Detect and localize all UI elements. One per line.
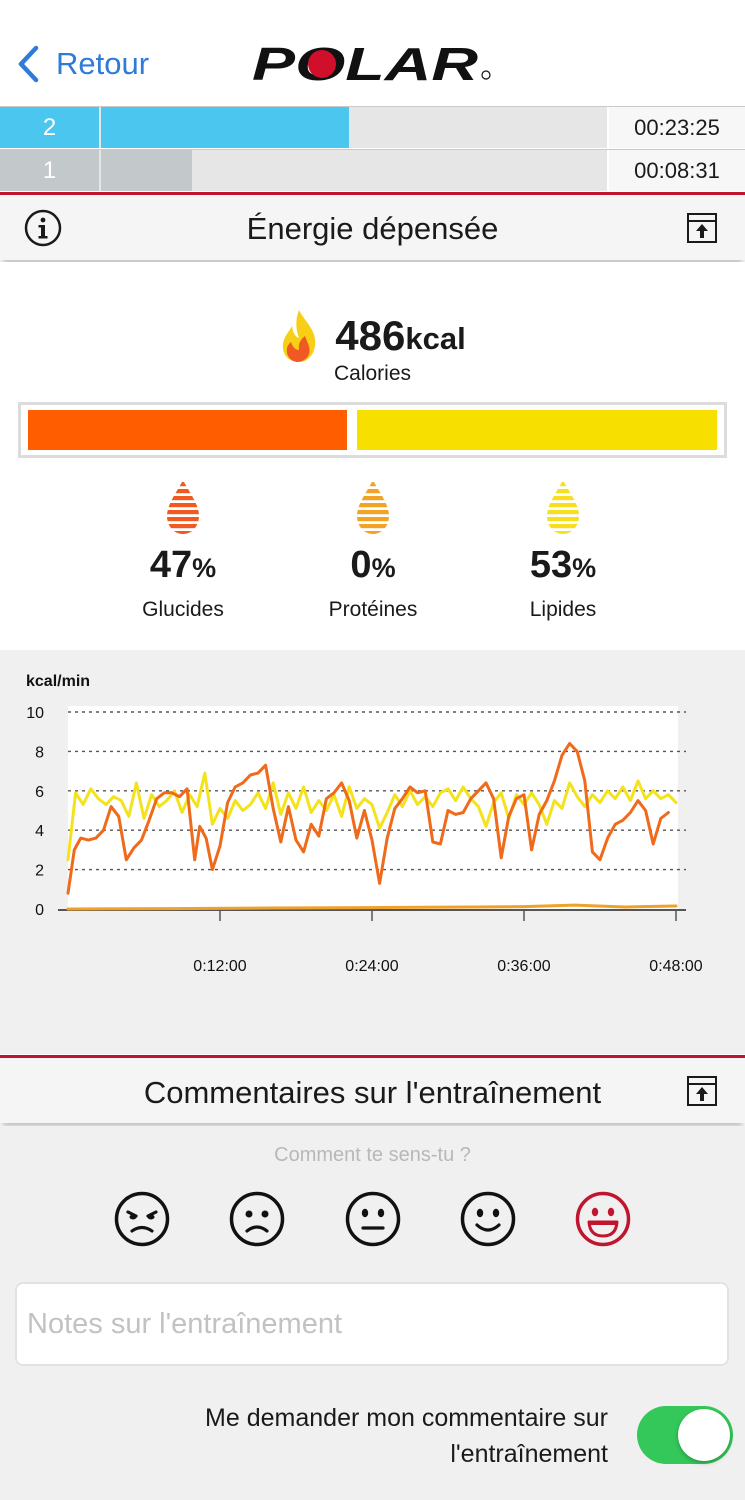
zone-row-2: 2 00:23:25 xyxy=(0,106,745,148)
macro-protein: 0% Protéines xyxy=(278,478,468,622)
chart-xtick-label: 0:12:00 xyxy=(193,958,246,975)
energy-ratio-bar xyxy=(18,402,727,458)
mood-bad-icon[interactable] xyxy=(228,1190,286,1248)
info-icon[interactable] xyxy=(24,209,62,247)
macro-carbs: 47% Glucides xyxy=(88,478,278,622)
percent-unit: % xyxy=(192,553,217,583)
chart-ytick-label: 10 xyxy=(26,705,44,722)
zone-bar xyxy=(101,150,193,191)
mood-good-icon[interactable] xyxy=(459,1190,517,1248)
energy-title: Énergie dépensée xyxy=(246,211,499,246)
chart-series-line-0 xyxy=(66,771,678,862)
percent-unit: % xyxy=(371,553,396,583)
chart-ytick-label: 6 xyxy=(35,784,44,801)
training-notes-input[interactable] xyxy=(15,1282,729,1366)
chart-series-line-2 xyxy=(66,903,678,911)
chart-ytick-label: 0 xyxy=(35,902,44,919)
toggle-knob xyxy=(678,1409,730,1461)
calories-value: 486 xyxy=(335,312,406,359)
carbs-percent: 47 xyxy=(149,544,193,586)
fat-percent: 53 xyxy=(529,544,573,586)
svg-text:POLAR: POLAR xyxy=(252,40,478,88)
ask-feedback-toggle[interactable] xyxy=(637,1406,733,1464)
carbs-drop-icon xyxy=(167,482,199,534)
protein-label: Protéines xyxy=(328,598,418,621)
calories-label: Calories xyxy=(333,362,412,385)
calories-total: 486 kcal xyxy=(0,306,745,366)
chart-xtick-label: 0:48:00 xyxy=(649,958,702,975)
mood-very-bad-icon[interactable] xyxy=(113,1190,171,1248)
percent-unit: % xyxy=(572,553,597,583)
zone-time: 00:08:31 xyxy=(609,150,745,191)
polar-logo: POLAR xyxy=(252,40,491,88)
fat-ratio-bar xyxy=(357,410,717,450)
fat-drop-icon xyxy=(547,482,579,534)
calories-unit: kcal xyxy=(405,321,466,356)
feeling-question: Comment te sens-tu ? xyxy=(274,1144,471,1166)
feedback-header: Commentaires sur l'entraînement xyxy=(0,1055,745,1123)
zone-bar xyxy=(101,107,349,148)
export-icon[interactable] xyxy=(686,1075,718,1107)
chart-series-line-1 xyxy=(66,742,670,895)
chart-ytick-label: 2 xyxy=(35,863,44,880)
export-icon[interactable] xyxy=(686,212,718,244)
ask-feedback-label: Me demander mon commentaire sur l'entraî… xyxy=(205,1404,608,1468)
feedback-panel: Comment te sens-tu ? Me demander mon com… xyxy=(0,1126,745,1500)
chart-ylabel: kcal/min xyxy=(26,673,90,690)
back-label: Retour xyxy=(56,46,150,81)
mood-neutral-icon[interactable] xyxy=(344,1190,402,1248)
flame-icon xyxy=(283,310,316,362)
zone-number: 2 xyxy=(0,107,99,148)
zone-row-1: 1 00:08:31 xyxy=(0,149,745,191)
energy-header: Énergie dépensée xyxy=(0,192,745,260)
energy-chart: kcal/min 0 2 4 6 8 10 0:12:00 0:24:00 0:36:00 0:48… xyxy=(0,650,745,1054)
nav-bar: Retour POLAR xyxy=(0,0,745,106)
chart-xtick-label: 0:36:00 xyxy=(497,958,550,975)
energy-line-chart: kcal/min 0 2 4 6 8 10 0:12:00 0:24:00 0:36:00 0:48… xyxy=(26,673,703,975)
back-button[interactable]: Retour xyxy=(16,42,149,86)
chevron-left-icon xyxy=(18,45,39,83)
chart-ytick-label: 4 xyxy=(35,823,44,840)
energy-panel: 486 kcal Calories 47% Glucides 0% Protéi… xyxy=(0,262,745,650)
carbs-label: Glucides xyxy=(142,598,224,621)
feedback-title: Commentaires sur l'entraînement xyxy=(143,1075,602,1110)
macro-fat: 53% Lipides xyxy=(468,478,658,622)
carbs-ratio-bar xyxy=(28,410,348,450)
protein-drop-icon xyxy=(357,482,389,534)
mood-very-good-icon[interactable] xyxy=(574,1190,632,1248)
fat-label: Lipides xyxy=(529,598,597,621)
chart-xtick-label: 0:24:00 xyxy=(345,958,398,975)
zone-time: 00:23:25 xyxy=(609,107,745,148)
chart-ytick-label: 8 xyxy=(35,744,44,761)
protein-percent: 0 xyxy=(350,544,372,586)
zone-number: 1 xyxy=(0,150,99,191)
